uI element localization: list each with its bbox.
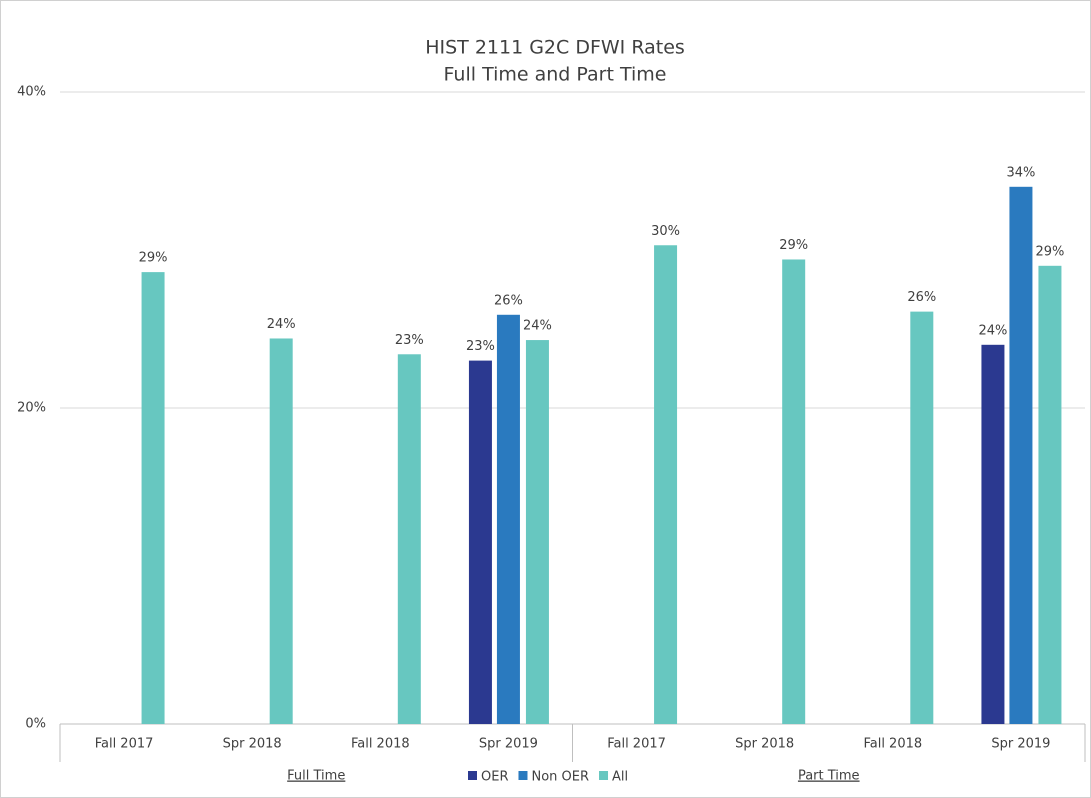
data-label: 23% [395, 333, 424, 348]
legend-swatch [599, 771, 609, 780]
x-tick-label: Fall 2017 [95, 737, 154, 752]
chart-subtitle: Full Time and Part Time [444, 64, 667, 86]
legend-label: Non OER [531, 770, 589, 785]
data-label: 30% [651, 224, 680, 239]
x-tick-label: Fall 2018 [863, 737, 922, 752]
y-tick-label: 0% [25, 717, 46, 732]
bar [654, 245, 678, 724]
legend-swatch [518, 771, 528, 780]
data-label: 24% [523, 319, 552, 334]
chart-title: HIST 2111 G2C DFWI Rates [425, 37, 685, 59]
y-tick-label: 40% [17, 85, 46, 100]
x-tick-label: Spr 2018 [223, 737, 282, 752]
bar [1009, 186, 1033, 725]
bar [397, 354, 421, 724]
legend-swatch [468, 771, 477, 780]
data-label: 23% [466, 339, 495, 354]
data-label: 26% [907, 290, 936, 305]
bar [1038, 265, 1062, 724]
x-tick-label: Spr 2018 [735, 737, 794, 752]
group-label: Full Time [287, 769, 345, 784]
legend-label: OER [481, 770, 508, 785]
bar [141, 272, 165, 724]
bar [525, 340, 549, 724]
bar [782, 259, 806, 724]
data-label: 26% [494, 293, 523, 308]
data-label: 34% [1006, 165, 1035, 180]
x-tick-label: Spr 2019 [479, 737, 538, 752]
group-label: Part Time [798, 769, 860, 784]
data-label: 24% [267, 317, 296, 332]
bar [468, 360, 492, 724]
bar [269, 338, 293, 724]
data-label: 29% [139, 251, 168, 266]
x-tick-label: Spr 2019 [991, 737, 1050, 752]
legend-label: All [612, 770, 628, 785]
y-tick-label: 20% [17, 401, 46, 416]
bar [496, 314, 520, 724]
bar [910, 311, 934, 724]
x-tick-label: Fall 2017 [607, 737, 666, 752]
bar [981, 344, 1005, 724]
x-tick-label: Fall 2018 [351, 737, 410, 752]
data-label: 29% [779, 238, 808, 253]
data-label: 29% [1035, 244, 1064, 259]
data-label: 24% [978, 323, 1007, 338]
